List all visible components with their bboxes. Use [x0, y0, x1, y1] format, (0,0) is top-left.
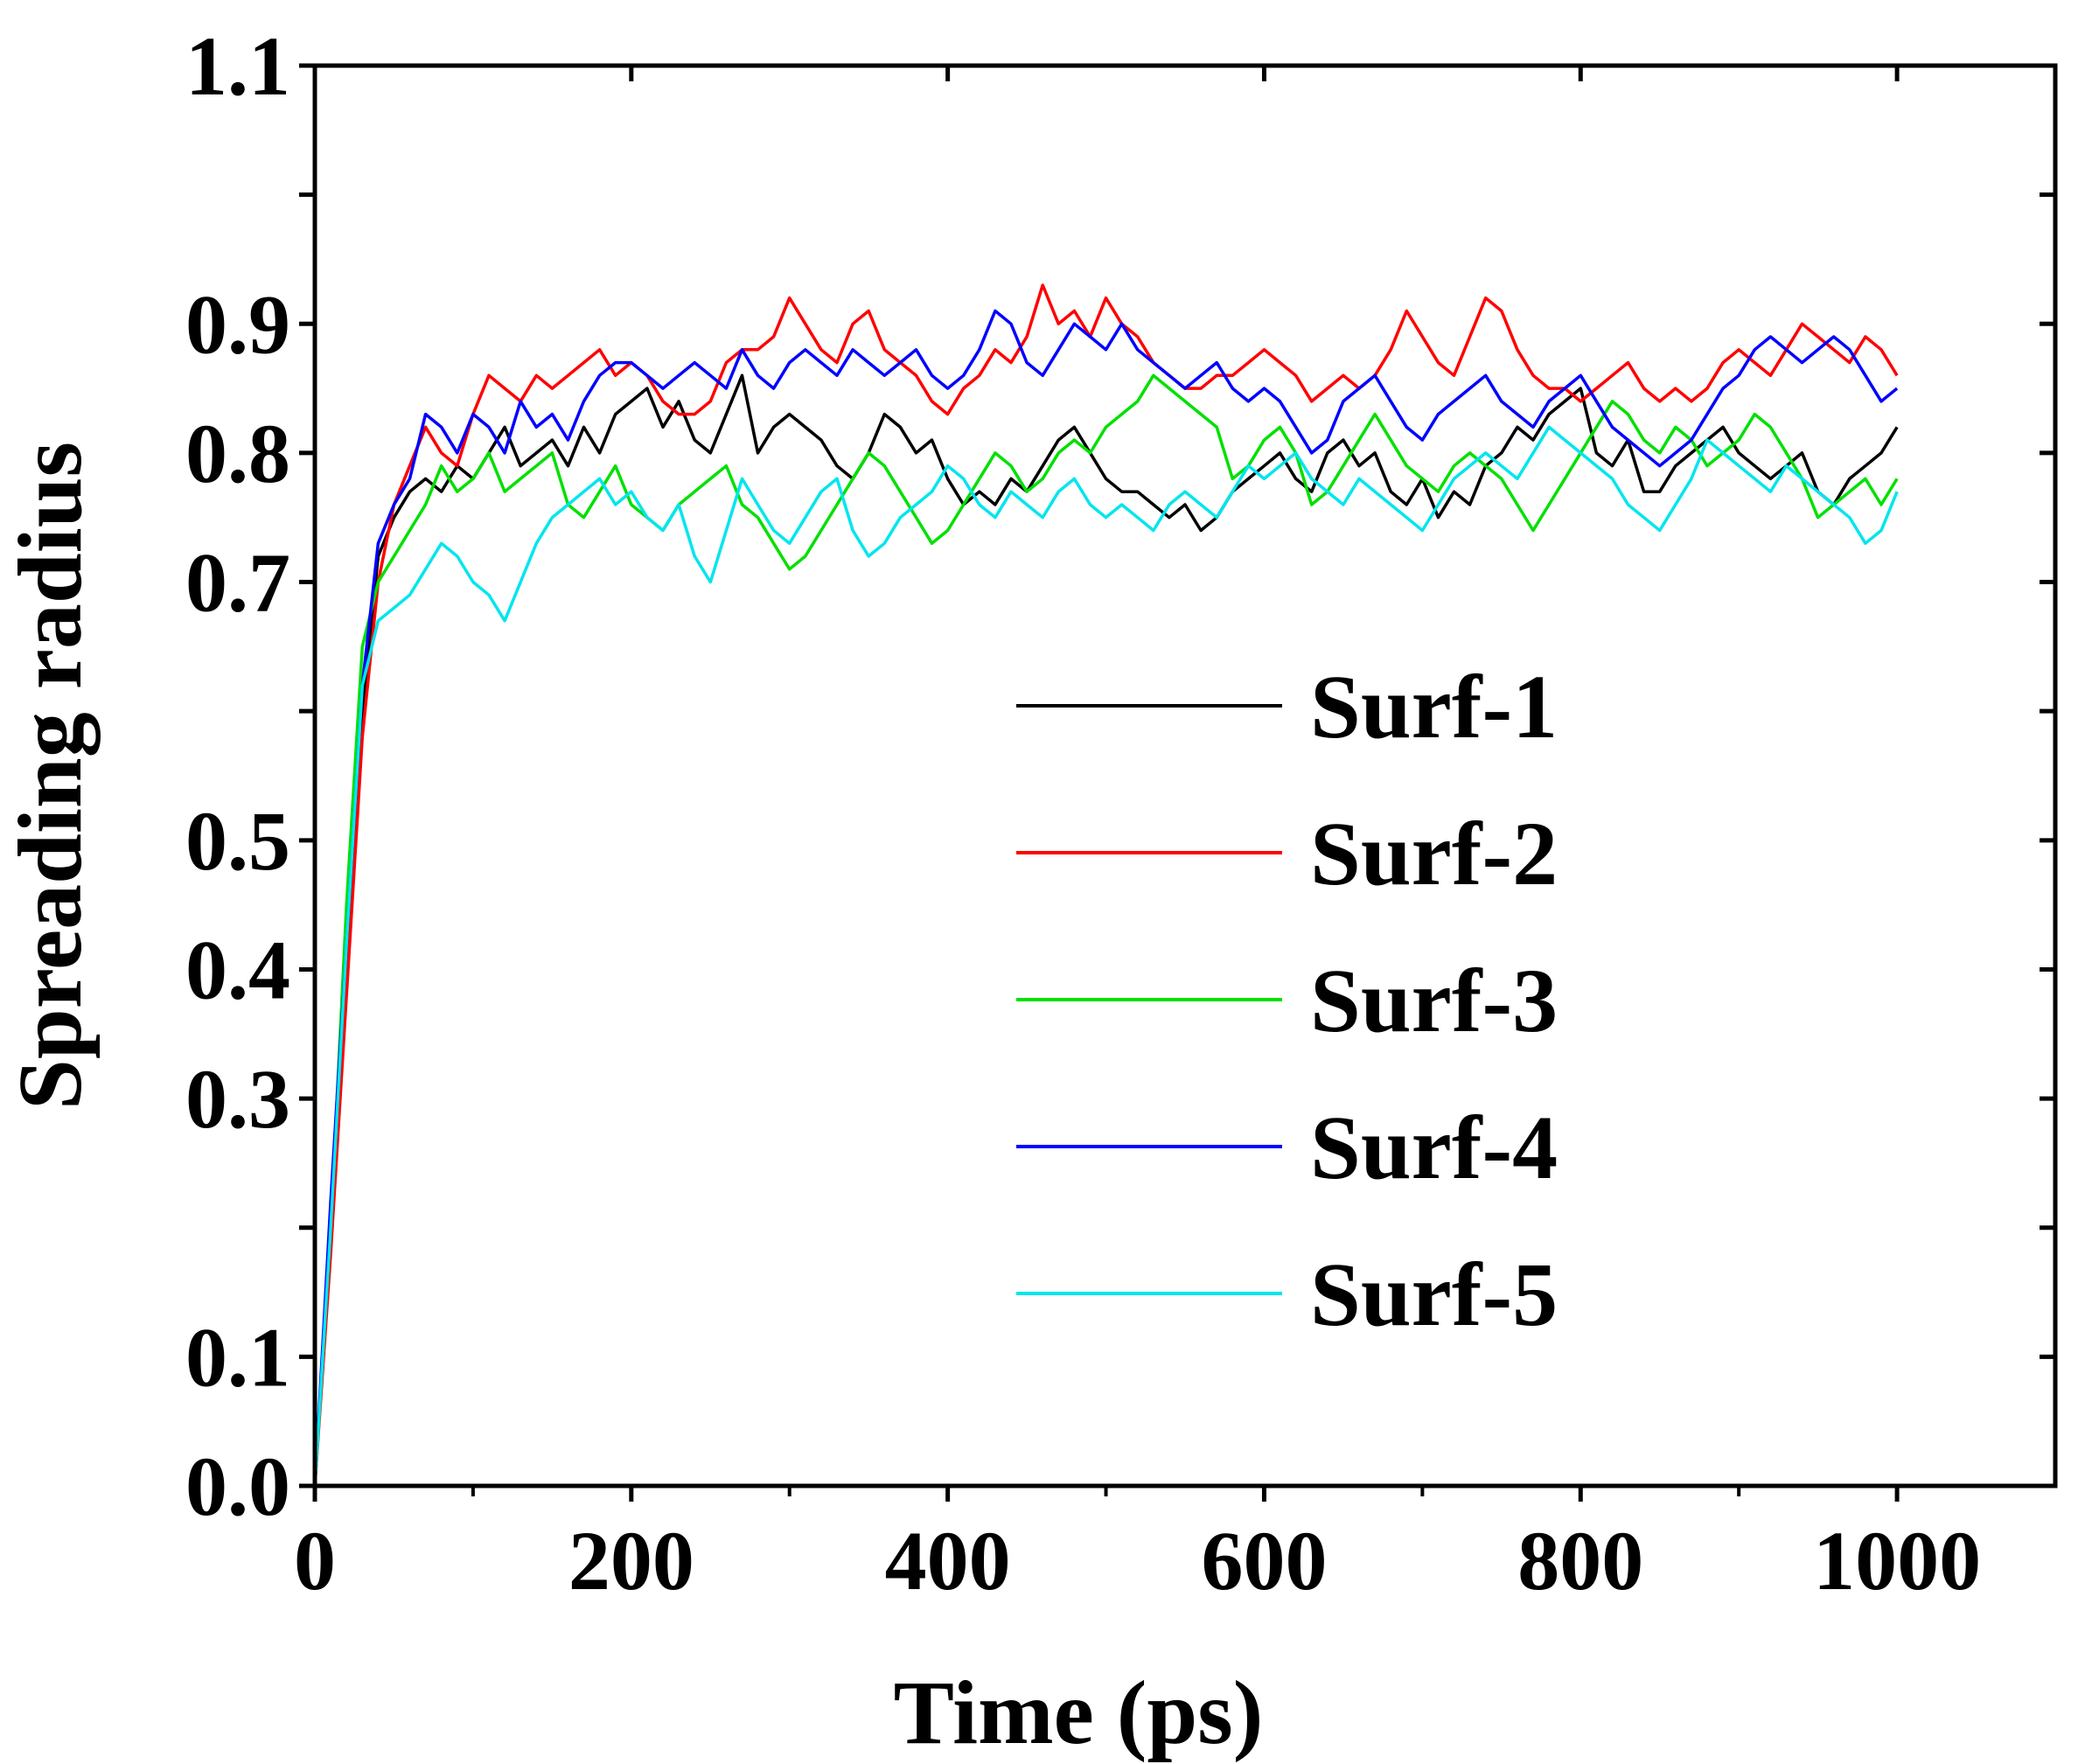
y-axis-title: Spreading radius [0, 442, 101, 1110]
series-line-surf-4 [313, 309, 1899, 1487]
y-tick-label: 0.0 [185, 1440, 290, 1533]
legend-label: Surf-3 [1310, 951, 1558, 1051]
y-tick-label: 0.7 [185, 536, 290, 630]
y-tick-label: 0.3 [185, 1052, 290, 1146]
series-line-surf-3 [313, 373, 1899, 1487]
y-tick-label: 0.1 [185, 1310, 290, 1404]
x-axis-title: Time (ps) [894, 1663, 1264, 1763]
x-tick-label: 1000 [1813, 1514, 1981, 1607]
tick-labels: 0 200 400 600 800 1000 0.0 0.1 0.3 0.4 0.5 0.7 0.8 0.… [185, 19, 1981, 1607]
y-tick-label: 1.1 [185, 19, 290, 113]
legend-label: Surf-1 [1310, 657, 1558, 757]
y-tick-label: 0.9 [185, 277, 290, 371]
series-line-surf-5 [313, 425, 1899, 1487]
legend-item-surf-4: Surf-4 [1016, 1098, 1558, 1198]
legend-label: Surf-4 [1310, 1098, 1558, 1198]
x-tick-label: 200 [568, 1514, 694, 1607]
ticks-layer [299, 63, 2055, 1502]
x-tick-label: 800 [1517, 1514, 1643, 1607]
legend: Surf-1 Surf-2 Surf-3 Surf-4 Surf-5 [1016, 657, 1558, 1345]
x-tick-label: 0 [294, 1514, 336, 1607]
y-tick-label: 0.5 [185, 794, 290, 888]
legend-item-surf-5: Surf-5 [1016, 1245, 1558, 1345]
legend-item-surf-2: Surf-2 [1016, 804, 1558, 904]
plot-frame [312, 63, 2058, 1489]
series-line-surf-1 [313, 373, 1899, 1487]
legend-item-surf-3: Surf-3 [1016, 951, 1558, 1051]
x-tick-label: 600 [1201, 1514, 1327, 1607]
x-tick-label: 400 [885, 1514, 1011, 1607]
y-tick-label: 0.8 [185, 407, 290, 500]
legend-item-surf-1: Surf-1 [1016, 657, 1558, 757]
legend-label: Surf-2 [1310, 804, 1558, 904]
legend-label: Surf-5 [1310, 1245, 1558, 1345]
y-tick-label: 0.4 [185, 923, 290, 1016]
series-layer [313, 283, 1899, 1487]
series-line-surf-2 [313, 283, 1899, 1487]
